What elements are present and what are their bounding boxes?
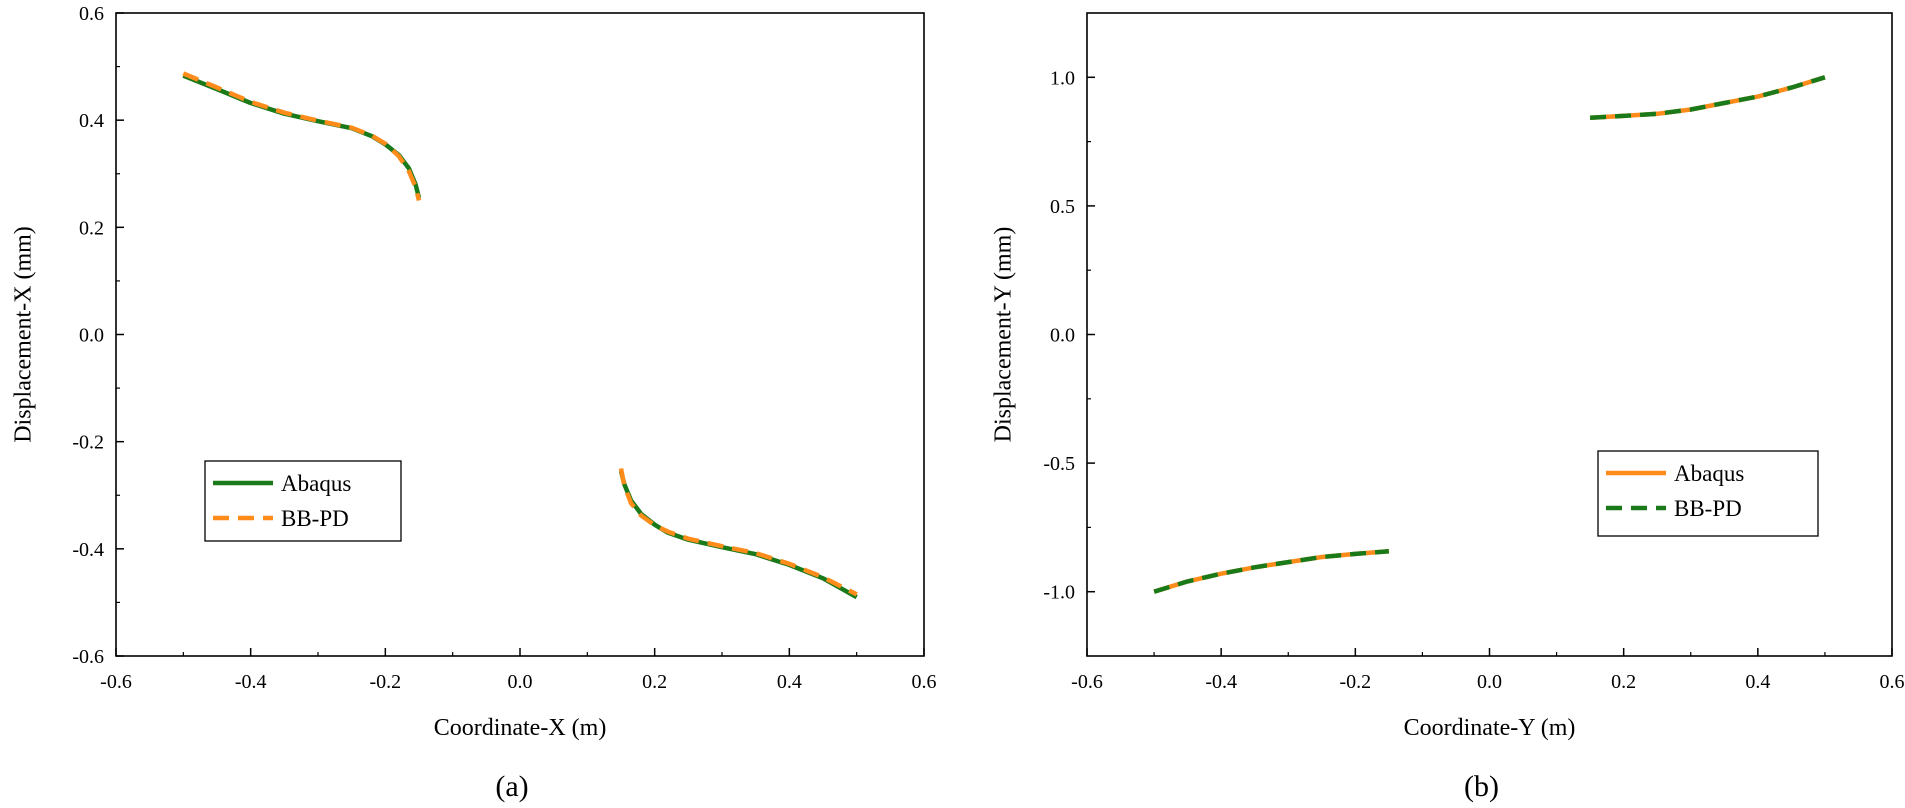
- y-tick-label: -1.0: [1043, 582, 1075, 604]
- y-tick-label: -0.2: [72, 432, 104, 454]
- x-axis-label: Coordinate-X (m): [434, 715, 607, 741]
- legend-label: BB-PD: [281, 506, 349, 531]
- panel-label: (b): [1464, 770, 1499, 803]
- y-tick-label: -0.4: [72, 539, 104, 561]
- x-tick-label: 0.2: [1611, 671, 1636, 693]
- y-tick-label: -0.6: [72, 646, 104, 668]
- y-tick-label: 0.4: [79, 110, 104, 132]
- x-tick-label: 0.4: [1745, 671, 1770, 693]
- legend-label: Abaqus: [281, 471, 351, 496]
- legend-box: [1597, 450, 1819, 537]
- x-tick-label: -0.2: [1339, 671, 1371, 693]
- chart-a: -0.6 -0.4 -0.2 0.0 0.2 0.4 0.6 0.6 0.4 0.2 0.0 -0.2…: [10, 3, 936, 803]
- y-tick-label: 0.6: [79, 3, 104, 25]
- y-axis-label: Displacement-X (mm): [10, 226, 36, 443]
- plot-frame: [115, 12, 925, 657]
- series-line-abaqus: [182, 73, 422, 199]
- x-tick-label: -0.6: [1071, 671, 1103, 693]
- series-line-abaqus: [1589, 75, 1826, 120]
- x-tick-label: -0.2: [369, 671, 401, 693]
- y-axis-label: Displacement-Y (mm): [990, 227, 1016, 443]
- x-tick-label: -0.6: [100, 671, 132, 693]
- legend-box: [204, 460, 402, 542]
- series-line-bb-pd: [1153, 549, 1390, 594]
- x-tick-label: -0.4: [235, 671, 267, 693]
- series-line-abaqus: [1153, 549, 1390, 594]
- series-line-bb-pd: [1589, 75, 1826, 120]
- x-tick-label: 0.0: [508, 671, 533, 693]
- x-tick-label: 0.4: [777, 671, 802, 693]
- y-tick-label: 0.5: [1050, 196, 1075, 218]
- x-tick-label: 0.6: [912, 671, 937, 693]
- x-axis-label: Coordinate-Y (m): [1404, 715, 1576, 741]
- y-tick-label: 1.0: [1050, 67, 1075, 89]
- series-line-abaqus: [618, 470, 858, 600]
- x-tick-label: 0.6: [1880, 671, 1905, 693]
- legend-label: Abaqus: [1674, 461, 1744, 486]
- x-tick-label: 0.0: [1477, 671, 1502, 693]
- chart-b: -0.6 -0.4 -0.2 0.0 0.2 0.4 0.6 1.0 0.5 0.0 -0.5 -1.…: [990, 12, 1905, 803]
- x-tick-label: 0.2: [642, 671, 667, 693]
- y-tick-label: 0.0: [79, 325, 104, 347]
- legend-label: BB-PD: [1674, 496, 1742, 521]
- x-tick-label: -0.4: [1205, 671, 1237, 693]
- series-line-bb-pd: [618, 468, 858, 597]
- y-tick-label: 0.2: [79, 217, 104, 239]
- y-tick-label: -0.5: [1043, 453, 1075, 475]
- plot-frame: [1086, 12, 1893, 657]
- y-tick-label: 0.0: [1050, 325, 1075, 347]
- panel-label: (a): [495, 770, 528, 803]
- series-line-bb-pd: [182, 71, 422, 202]
